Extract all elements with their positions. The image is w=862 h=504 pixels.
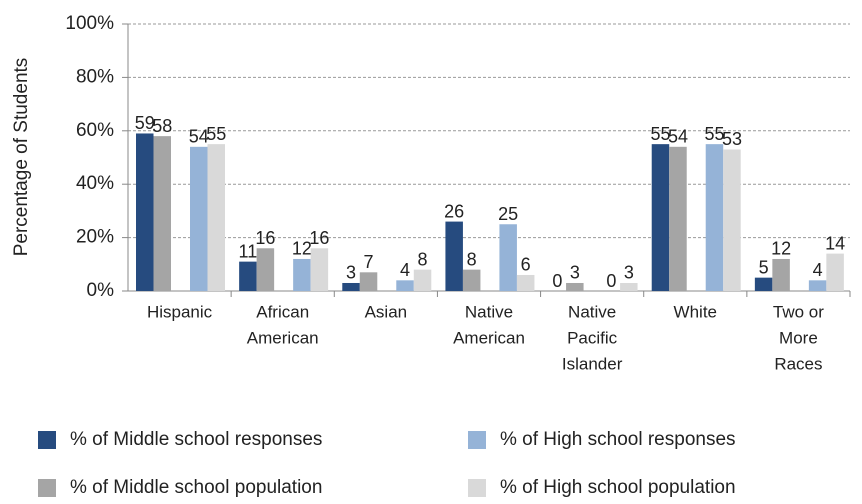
bar <box>239 261 257 291</box>
legend-label: % of Middle school responses <box>70 429 322 450</box>
bar <box>310 248 329 291</box>
y-tick-label: 80% <box>76 66 114 87</box>
bar <box>620 282 638 291</box>
x-tick-label: Pacific <box>567 328 618 347</box>
y-tick-label: 100% <box>65 13 114 34</box>
x-tick-label: Races <box>774 354 822 373</box>
value-label: 12 <box>771 239 791 259</box>
bar <box>772 258 790 291</box>
legend-label: % of High school population <box>500 477 736 498</box>
value-label: 6 <box>521 255 531 275</box>
legend-swatch <box>468 431 486 449</box>
value-label: 16 <box>309 228 329 248</box>
bar <box>826 253 844 291</box>
bar <box>413 269 432 291</box>
legend-swatch <box>38 431 56 449</box>
value-label: 58 <box>152 116 172 136</box>
x-tick-label: Two or <box>773 302 824 321</box>
bar <box>190 146 208 291</box>
value-label: 16 <box>255 228 275 248</box>
bar <box>342 282 360 291</box>
value-label: 0 <box>552 271 562 291</box>
bar <box>705 144 724 291</box>
x-tick-label: Hispanic <box>147 302 213 321</box>
bar <box>723 149 741 291</box>
y-tick-label: 20% <box>76 227 114 248</box>
bar <box>396 280 414 291</box>
value-label: 55 <box>704 124 724 144</box>
y-axis-label: Percentage of Students <box>11 58 32 257</box>
x-tick-label: Native <box>568 302 616 321</box>
bar <box>499 224 517 291</box>
y-tick-label: 40% <box>76 173 114 194</box>
bar <box>153 136 171 291</box>
x-tick-label: American <box>247 328 319 347</box>
x-tick-label: Islander <box>562 354 623 373</box>
bar <box>669 146 687 291</box>
value-label: 59 <box>135 113 155 133</box>
bar <box>462 269 481 291</box>
bar <box>445 221 463 291</box>
value-label: 0 <box>606 271 616 291</box>
value-label: 5 <box>759 257 769 277</box>
legend-swatch <box>38 479 56 497</box>
legend-swatch <box>468 479 486 497</box>
y-tick-label: 60% <box>76 120 114 141</box>
bar <box>136 133 154 291</box>
x-tick-label: White <box>674 302 717 321</box>
y-tick-label: 0% <box>87 280 115 301</box>
value-label: 4 <box>400 260 410 280</box>
bar <box>808 280 827 291</box>
bar <box>566 282 584 291</box>
x-tick-label: African <box>256 302 309 321</box>
value-label: 3 <box>346 263 356 283</box>
value-label: 3 <box>570 263 580 283</box>
value-label: 7 <box>364 252 374 272</box>
bar <box>754 277 773 291</box>
x-tick-label: Native <box>465 302 513 321</box>
legend-label: % of Middle school population <box>70 477 322 498</box>
bar <box>256 248 275 291</box>
value-label: 11 <box>239 241 258 261</box>
bar <box>207 144 225 291</box>
value-label: 26 <box>444 201 464 221</box>
bar <box>651 144 670 291</box>
value-label: 3 <box>624 263 634 283</box>
value-label: 54 <box>668 127 688 147</box>
x-tick-label: More <box>779 328 818 347</box>
bar <box>359 272 378 291</box>
x-tick-label: American <box>453 328 525 347</box>
value-label: 12 <box>292 239 312 259</box>
value-label: 54 <box>189 127 209 147</box>
value-label: 25 <box>498 204 518 224</box>
value-label: 14 <box>825 233 845 253</box>
value-label: 8 <box>467 249 477 269</box>
value-label: 55 <box>206 124 226 144</box>
value-label: 53 <box>722 129 742 149</box>
x-tick-label: Asian <box>365 302 408 321</box>
bar <box>293 258 311 291</box>
bar <box>516 274 535 291</box>
value-label: 8 <box>418 249 428 269</box>
value-label: 55 <box>650 124 670 144</box>
value-label: 4 <box>813 260 823 280</box>
legend-label: % of High school responses <box>500 429 736 450</box>
